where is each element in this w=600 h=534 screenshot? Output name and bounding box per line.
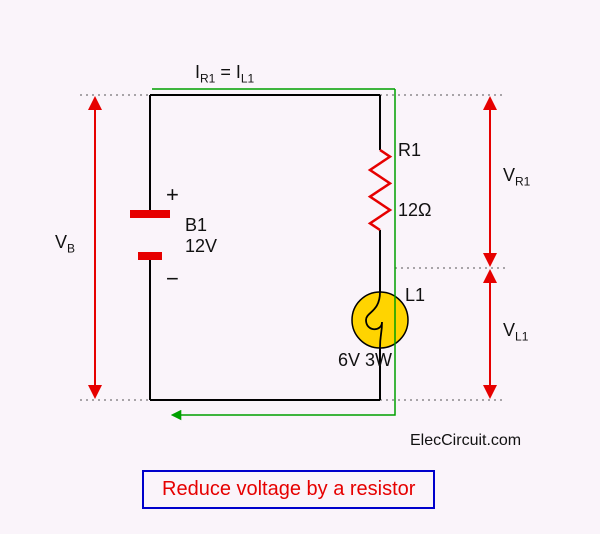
r1-name: R1 xyxy=(398,140,421,161)
r1-value: 12Ω xyxy=(398,200,431,221)
l1-value: 6V 3W xyxy=(338,350,392,371)
vb-label: VB xyxy=(55,232,75,256)
vr1-label: VR1 xyxy=(503,165,530,189)
b1-name: B1 xyxy=(185,215,207,236)
circuit-diagram: IR1 = IL1 VB VR1 VL1 R1 12Ω L1 6V 3W B1 … xyxy=(0,0,600,534)
l1-name: L1 xyxy=(405,285,425,306)
current-equation: IR1 = IL1 xyxy=(195,62,254,86)
diagram-svg xyxy=(0,0,600,534)
watermark: ElecCircuit.com xyxy=(410,432,521,450)
b1-value: 12V xyxy=(185,236,217,257)
caption-text: Reduce voltage by a resistor xyxy=(162,478,415,500)
battery-minus: − xyxy=(166,266,179,292)
vl1-label: VL1 xyxy=(503,320,528,344)
battery-plus: + xyxy=(166,182,179,208)
caption-box: Reduce voltage by a resistor xyxy=(142,470,435,509)
